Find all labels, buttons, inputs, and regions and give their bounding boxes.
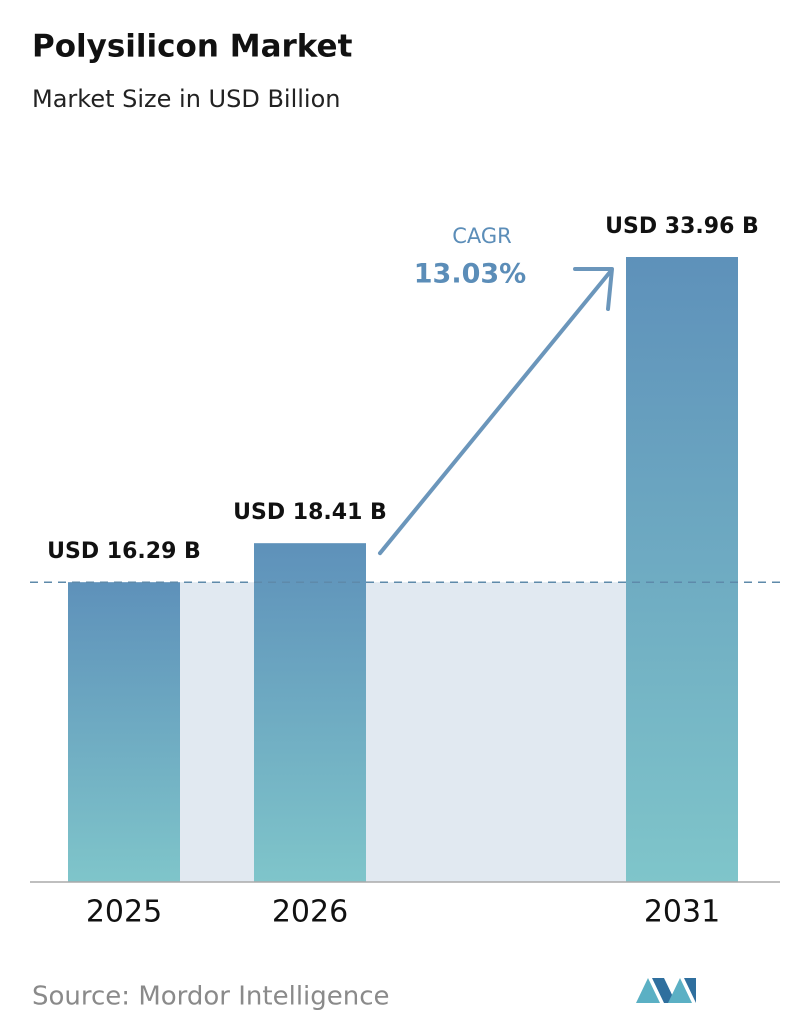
logo xyxy=(636,978,696,1003)
chart-subtitle: Market Size in USD Billion xyxy=(32,85,340,113)
x-tick-label: 2026 xyxy=(272,895,348,930)
value-label: USD 33.96 B xyxy=(605,214,759,239)
cagr-arrowhead xyxy=(573,267,614,311)
source: Source: Mordor Intelligence xyxy=(32,982,390,1012)
x-tick-label: 2025 xyxy=(86,895,162,930)
cagr-label: CAGR xyxy=(452,224,512,248)
value-label: USD 16.29 B xyxy=(47,539,201,564)
bar xyxy=(254,543,366,882)
chart-title: Polysilicon Market xyxy=(32,29,353,65)
value-label: USD 18.41 B xyxy=(233,500,387,525)
bar xyxy=(626,257,738,882)
cagr-arrow xyxy=(378,270,612,556)
x-tick-label: 2031 xyxy=(644,895,720,930)
cagr-value: 13.03% xyxy=(414,259,526,290)
bar xyxy=(68,582,180,882)
